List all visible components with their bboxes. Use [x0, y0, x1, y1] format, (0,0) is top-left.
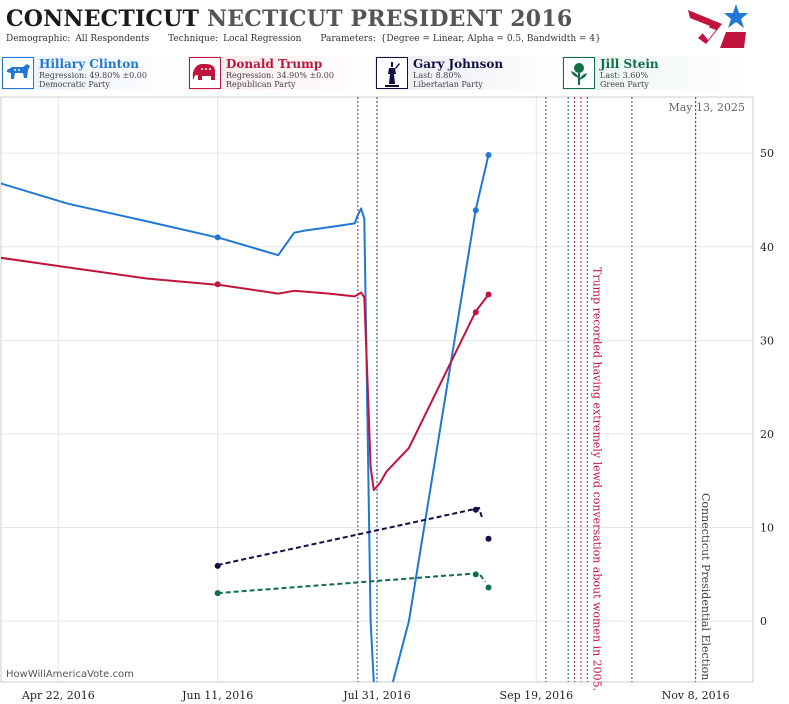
data-point-jill-stein: [485, 584, 492, 591]
candidate-stat: Last: 8.80%: [413, 71, 462, 80]
title-rest: NECTICUT PRESIDENT 2016: [206, 6, 573, 32]
parameters-value: {Degree = Linear, Alpha = 0.5, Bandwidth…: [380, 34, 601, 44]
data-point-hillary-clinton: [214, 234, 221, 241]
y-tick-label: 0: [760, 615, 767, 628]
data-point-gary-johnson: [472, 506, 479, 513]
candidate-name: Gary Johnson: [413, 57, 504, 71]
technique-value: Local Regression: [223, 34, 302, 44]
chart-date-label: May 13, 2025: [668, 101, 745, 114]
rose-icon: [571, 63, 587, 85]
donkey-icon: [7, 64, 30, 79]
parameters-line: Demographic: All Respondents Technique: …: [6, 34, 617, 44]
y-tick-label: 40: [760, 241, 774, 254]
watermark: HowWillAmericaVote.com: [6, 669, 134, 680]
event-annotation: Connecticut Presidential Election: [699, 493, 712, 680]
series-line-hillary-clinton: [391, 154, 490, 682]
candidate-party: Libertarian Party: [413, 80, 483, 89]
candidate-icon-box: [376, 57, 408, 89]
candidate-card-stein[interactable]: Jill Stein Last: 3.60% Green Party: [562, 56, 750, 90]
series-group: [1, 152, 492, 682]
event-annotation: Trump recorded having extremely lewd con…: [591, 267, 604, 691]
y-tick-label: 10: [760, 522, 774, 535]
candidate-name: Donald Trump: [226, 57, 323, 71]
candidate-card-johnson[interactable]: Gary Johnson Last: 8.80% Libertarian Par…: [375, 56, 563, 90]
data-point-gary-johnson: [214, 562, 221, 569]
candidate-stat: Regression: 34.90% ±0.00: [226, 71, 334, 80]
series-line-gary-johnson: [217, 506, 484, 566]
candidate-party: Green Party: [600, 80, 649, 89]
x-tick-label: Apr 22, 2016: [21, 689, 95, 702]
data-point-donald-trump: [485, 291, 492, 298]
parameters-label: Parameters:: [320, 34, 376, 44]
data-point-jill-stein: [214, 590, 221, 597]
y-tick-label: 30: [760, 334, 774, 347]
data-point-hillary-clinton: [472, 207, 479, 214]
series-line-donald-trump: [1, 256, 490, 492]
statue-of-liberty-icon: [385, 62, 400, 87]
demographic-value: All Respondents: [75, 34, 150, 44]
x-tick-label: Sep 19, 2016: [500, 689, 574, 702]
poll-chart: Trump recorded having extremely lewd con…: [0, 96, 774, 702]
title-state: CONNECTICUT: [6, 6, 200, 32]
data-point-jill-stein: [472, 571, 479, 578]
x-tick-label: Nov 8, 2016: [662, 689, 730, 702]
candidate-party: Republican Party: [226, 80, 296, 89]
candidate-icon-box: [189, 57, 221, 89]
elephant-icon: [192, 63, 215, 80]
candidate-stat: Regression: 49.80% ±0.00: [39, 71, 147, 80]
candidate-party: Democratic Party: [39, 80, 110, 89]
page-title: CONNECTICUT NECTICUT PRESIDENT 2016: [6, 6, 572, 32]
candidate-card-trump[interactable]: Donald Trump Regression: 34.90% ±0.00 Re…: [188, 56, 376, 90]
candidate-name: Jill Stein: [600, 57, 659, 71]
candidate-name: Hillary Clinton: [39, 57, 139, 71]
y-tick-label: 20: [760, 428, 774, 441]
data-point-donald-trump: [472, 309, 479, 316]
data-point-hillary-clinton: [485, 152, 492, 159]
technique-label: Technique:: [168, 34, 219, 44]
series-line-hillary-clinton: [1, 182, 375, 682]
x-tick-label: Jun 11, 2016: [181, 689, 253, 702]
demographic-label: Demographic:: [6, 34, 71, 44]
y-tick-label: 50: [760, 147, 774, 160]
site-logo-icon: [688, 4, 748, 48]
data-point-gary-johnson: [485, 535, 492, 542]
data-point-donald-trump: [214, 281, 221, 288]
candidate-stat: Last: 3.60%: [600, 71, 649, 80]
candidate-card-clinton[interactable]: Hillary Clinton Regression: 49.80% ±0.00…: [1, 56, 189, 90]
series-line-jill-stein: [217, 572, 487, 595]
x-tick-label: Jul 31, 2016: [342, 689, 411, 702]
candidate-icon-box: [2, 57, 34, 89]
candidate-icon-box: [563, 57, 595, 89]
